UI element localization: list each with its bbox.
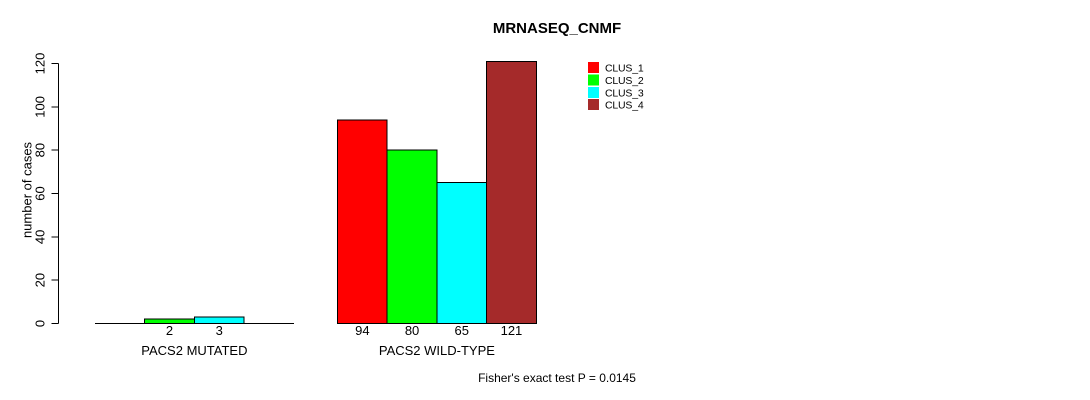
y-tick-label: 80 — [33, 143, 48, 157]
legend-swatch-CLUS_3 — [588, 86, 599, 98]
bar-CLUS_2 — [386, 149, 438, 324]
legend-label-CLUS_2: CLUS_2 — [605, 75, 644, 87]
bar-value-label: 94 — [355, 323, 369, 338]
y-tick-label: 20 — [33, 273, 48, 287]
x-group-labels: PACS2 MUTATED PACS2 WILD-TYPE — [141, 343, 495, 358]
chart-title: MRNASEQ_CNMF — [493, 20, 621, 37]
y-tick-label: 100 — [33, 96, 48, 118]
legend-swatch-CLUS_1 — [588, 62, 599, 73]
y-tick-label: 120 — [33, 53, 48, 75]
bar-value-label: 121 — [501, 323, 523, 338]
x-group-label: PACS2 MUTATED — [141, 343, 247, 358]
bar-CLUS_3 — [436, 182, 488, 324]
footnote: Fisher's exact test P = 0.0145 — [478, 371, 636, 385]
legend-label-CLUS_4: CLUS_4 — [605, 100, 644, 112]
bar-value-label: 3 — [216, 323, 223, 338]
y-tick-label: 0 — [33, 320, 48, 327]
y-tick-label: 40 — [33, 230, 48, 244]
bar-CLUS_3 — [193, 316, 245, 324]
bar-value-label: 2 — [166, 323, 173, 338]
legend-label-CLUS_1: CLUS_1 — [605, 63, 644, 75]
bar-value-label: 65 — [455, 323, 469, 338]
x-group-label: PACS2 WILD-TYPE — [379, 343, 495, 358]
legend-swatch-CLUS_2 — [588, 74, 599, 86]
y-tick-label: 60 — [33, 186, 48, 200]
legend-label-CLUS_3: CLUS_3 — [605, 87, 644, 99]
y-axis-label: number of cases — [20, 141, 35, 238]
y-axis-ticks: 0 20 40 60 80 100 120 — [33, 53, 59, 327]
bar-CLUS_4 — [486, 60, 537, 324]
legend-swatch-CLUS_4 — [588, 99, 599, 111]
bars — [144, 60, 537, 325]
bar-CLUS_1 — [337, 119, 388, 325]
bar-value-labels: 2 3 94 80 65 121 — [166, 323, 522, 338]
bar-value-label: 80 — [405, 323, 419, 338]
